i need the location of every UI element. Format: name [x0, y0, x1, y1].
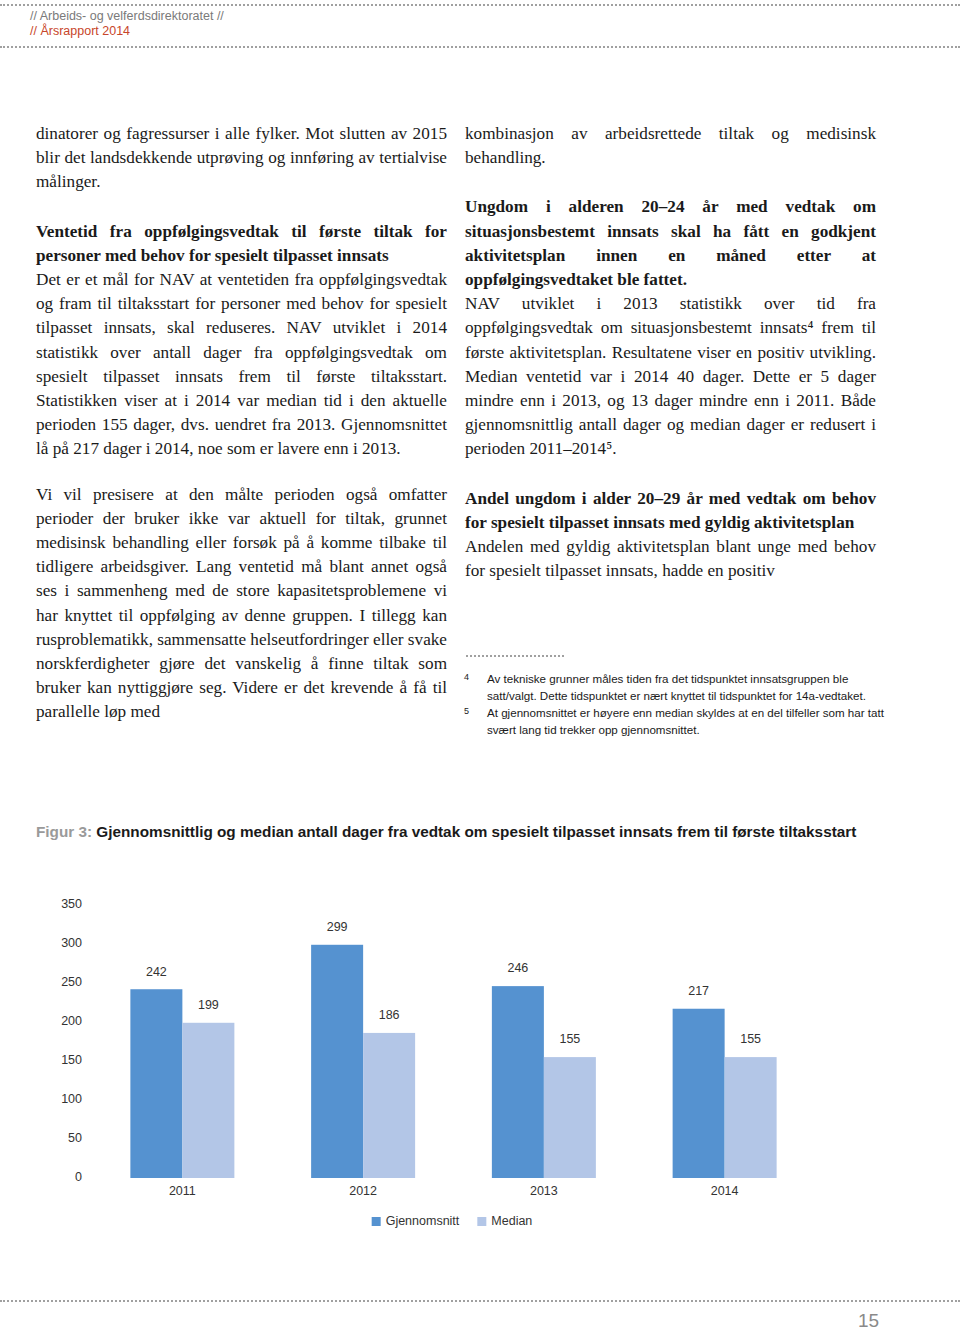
y-tick-label: 50: [68, 1131, 82, 1145]
legend-swatch: [372, 1217, 381, 1226]
figure-caption: Figur 3: Gjennomsnittlig og median antal…: [36, 823, 856, 841]
legend: Gjennomsnitt Median: [372, 1214, 533, 1228]
heading: Ungdom i alderen 20–24 år med vedtak om …: [465, 195, 876, 292]
footnotes: 4Av tekniske grunner måles tiden fra det…: [464, 670, 884, 738]
footnote: 5At gjennomsnittet er høyere enn median …: [464, 704, 884, 738]
legend-label: Median: [491, 1214, 532, 1228]
bar-chart: 0 50 100 150 200 250 300 350 2011 2012 2013 2014 242…: [0, 880, 960, 1250]
bar: [363, 1033, 415, 1178]
footnote-number: 4: [464, 670, 487, 704]
x-tick-label: 2012: [349, 1184, 377, 1198]
legend-label: Gjennomsnitt: [386, 1214, 460, 1228]
paragraph: NAV utviklet i 2013 statistikk over tid …: [465, 292, 876, 461]
figure-label: Figur 3:: [36, 823, 92, 840]
x-tick-label: 2014: [711, 1184, 739, 1198]
chart-title: Gjennomsnittlig og median antall dager f…: [96, 823, 856, 840]
bar: [182, 1023, 234, 1178]
bar: [492, 986, 544, 1178]
page: // Arbeids- og velferdsdirektoratet ////…: [0, 0, 960, 1334]
heading: Ventetid fra oppfølgingsvedtak til først…: [36, 220, 447, 268]
dotted-rule: [0, 46, 960, 48]
paragraph: Vi vil presisere at den målte perioden o…: [36, 483, 447, 725]
header-report: // Årsrapport 2014: [30, 24, 130, 38]
y-tick-label: 200: [61, 1014, 82, 1028]
data-label: 199: [198, 998, 219, 1012]
bar: [725, 1057, 777, 1178]
data-label: 186: [379, 1008, 400, 1022]
footnote-number: 5: [464, 704, 487, 738]
data-label: 155: [559, 1032, 580, 1046]
dotted-rule: [466, 655, 564, 657]
dotted-rule: [0, 1300, 960, 1302]
y-tick-label: 350: [61, 897, 82, 911]
text-column: dinatorer og fagressurser i alle fylker.…: [36, 122, 447, 725]
footnote: 4Av tekniske grunner måles tiden fra det…: [464, 670, 884, 704]
data-label: 299: [327, 920, 348, 934]
paragraph: dinatorer og fagressurser i alle fylker.…: [36, 122, 447, 195]
footnote-text: At gjennomsnittet er høyere enn median s…: [487, 704, 884, 738]
text-column: kombinasjon av arbeidsrettede tiltak og …: [465, 122, 876, 583]
x-tick-label: 2011: [169, 1184, 196, 1198]
data-label: 246: [507, 961, 528, 975]
bar: [311, 945, 363, 1178]
bar: [673, 1009, 725, 1178]
bar: [130, 989, 182, 1178]
bar: [544, 1057, 596, 1178]
footnote-text: Av tekniske grunner måles tiden fra det …: [487, 670, 884, 704]
data-label: 155: [740, 1032, 761, 1046]
y-tick-label: 0: [75, 1170, 82, 1184]
y-tick-label: 100: [61, 1092, 82, 1106]
data-label: 242: [146, 965, 167, 979]
paragraph: Andelen med gyldig aktivitetsplan blant …: [465, 535, 876, 583]
paragraph: kombinasjon av arbeidsrettede tiltak og …: [465, 122, 876, 170]
heading: Andel ungdom i alder 20–29 år med vedtak…: [465, 487, 876, 535]
y-tick-label: 300: [61, 936, 82, 950]
dotted-rule: [0, 4, 960, 6]
x-tick-label: 2013: [530, 1184, 558, 1198]
y-tick-label: 250: [61, 975, 82, 989]
data-label: 217: [688, 984, 709, 998]
paragraph: Det er et mål for NAV at ventetiden fra …: [36, 268, 447, 462]
header-organization: // Arbeids- og velferdsdirektoratet //: [30, 9, 224, 23]
page-number: 15: [858, 1310, 879, 1332]
y-tick-label: 150: [61, 1053, 82, 1067]
bars: [130, 945, 776, 1178]
legend-swatch: [477, 1217, 486, 1226]
